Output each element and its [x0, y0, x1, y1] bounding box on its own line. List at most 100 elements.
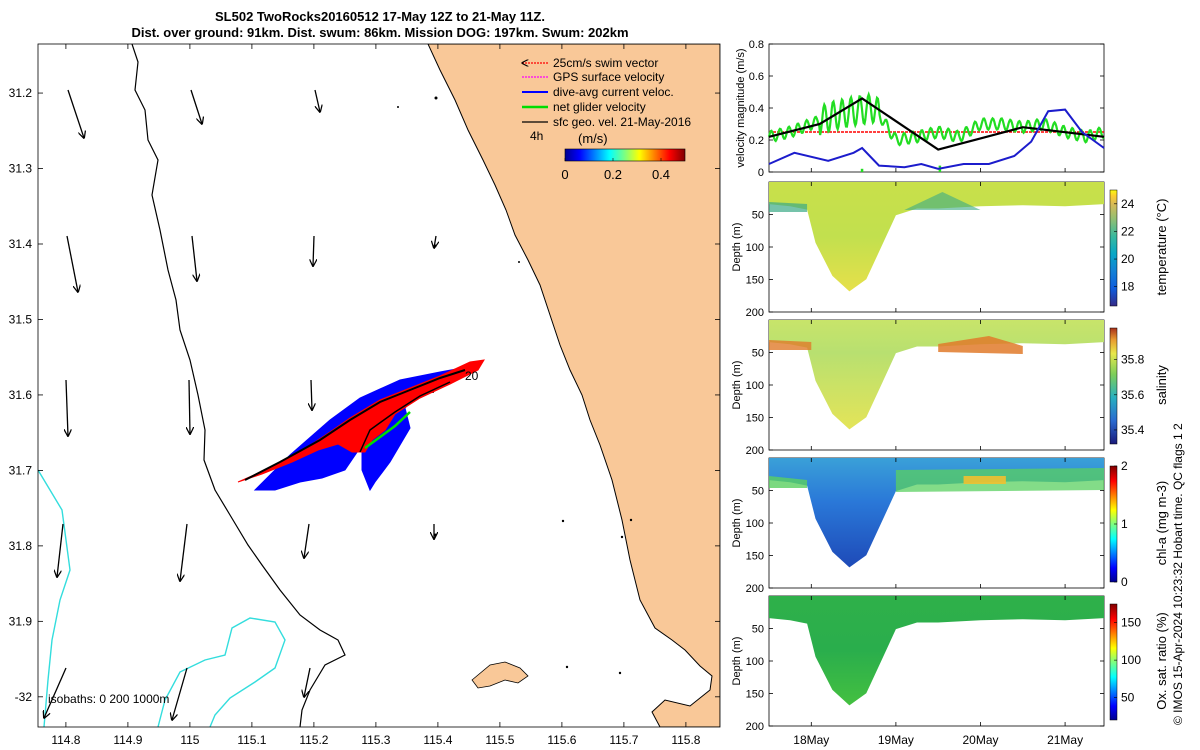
- salinity-colorbar-label: salinity: [1154, 365, 1169, 405]
- swim-vector-patch: [237, 359, 485, 483]
- map-xtick-label: 115.3: [361, 733, 390, 747]
- svg-text:sfc geo. vel. 21-May-2016: sfc geo. vel. 21-May-2016: [553, 115, 691, 129]
- colorbar-tick-label: 0.4: [652, 167, 670, 182]
- map-ytick-label: -32: [15, 690, 33, 704]
- oxygen-colorbar: [1109, 603, 1118, 721]
- island: [471, 661, 529, 689]
- temperature-section-panel: 50 100 150 200 Depth (m) 18 20 22 24 temperature …: [731, 181, 1169, 319]
- sfc-velocity-arrow: [172, 667, 188, 720]
- velocity-ytick-label: 0.8: [749, 39, 764, 51]
- map-ytick-label: 31.4: [9, 237, 33, 251]
- marker-20: 20: [465, 369, 479, 383]
- salinity-colorbar-tick-label: 35.6: [1121, 388, 1145, 402]
- sfc-velocity-arrow: [304, 667, 311, 697]
- chlorophyll-ytick-label: 50: [752, 486, 764, 498]
- sfc-velocity-arrow: [311, 379, 312, 410]
- sfc-velocity-arrow: [190, 89, 202, 124]
- salinity-colorbar: [1109, 327, 1118, 445]
- svg-text:net glider velocity: net glider velocity: [553, 100, 646, 114]
- sfc-velocity-arrow: [57, 523, 64, 577]
- map-xtick-label: 115.2: [299, 733, 328, 747]
- oxygen-ylabel: Depth (m): [731, 637, 743, 686]
- velocity-ytick-label: 0: [758, 167, 764, 179]
- svg-text:dive-avg current veloc.: dive-avg current veloc.: [553, 85, 674, 99]
- map-xtick-label: 114.9: [113, 733, 142, 747]
- map-xtick-label: 115.4: [423, 733, 452, 747]
- legend-entry-sfc-geo-velocity: sfc geo. vel. 21-May-2016: [522, 115, 691, 129]
- land-area: [427, 44, 720, 727]
- map-xtick-label: 115.8: [671, 733, 700, 747]
- salinity-ytick-label: 200: [746, 445, 764, 457]
- sfc-velocity-arrow: [189, 379, 190, 434]
- temperature-field: [769, 182, 1104, 292]
- colorbar-title: (m/s): [578, 131, 608, 146]
- sfc-velocity-arrow: [66, 379, 68, 436]
- salinity-ylabel: Depth (m): [731, 361, 743, 410]
- dive-avg-current-series: [768, 108, 1105, 170]
- velocity-ytick-label: 0.6: [749, 71, 764, 83]
- temperature-cool-band: [904, 192, 981, 210]
- sfc-velocity-arrow: [313, 235, 314, 266]
- map-ytick-label: 31.2: [9, 86, 33, 100]
- map-xtick-label: 114.8: [51, 733, 80, 747]
- temperature-colorbar: [1109, 189, 1118, 307]
- salinity-ytick-label: 50: [752, 348, 764, 360]
- oxygen-ytick-label: 150: [746, 689, 764, 701]
- chlorophyll-colorbar-tick-label: 2: [1121, 459, 1128, 473]
- oxygen-colorbar-tick-label: 150: [1121, 616, 1141, 630]
- oxygen-ytick-label: 100: [746, 656, 764, 668]
- salinity-field: [769, 320, 1104, 430]
- time-tick-label: 18May: [793, 733, 829, 747]
- temperature-ytick-label: 50: [752, 210, 764, 222]
- chlorophyll-colorbar-tick-label: 1: [1121, 517, 1128, 531]
- sfc-velocity-arrow: [44, 667, 67, 718]
- salinity-section-panel: 50 100 150 200 Depth (m) 35.4 35.6 35.8 salinity: [731, 319, 1169, 457]
- colorbar-tick-label: 0: [561, 167, 568, 182]
- map-xtick-label: 115.1: [237, 733, 266, 747]
- map-ytick-label: 31.9: [9, 614, 33, 628]
- map-ytick-label: 31.8: [9, 539, 33, 553]
- temperature-ytick-label: 100: [746, 242, 764, 254]
- temperature-ylabel: Depth (m): [731, 223, 743, 272]
- temperature-cool-band: [769, 202, 808, 212]
- velocity-ytick-label: 0.2: [749, 135, 764, 147]
- chlorophyll-colorbar-label: chl-a (mg m-3): [1154, 481, 1169, 566]
- isobath-legend: isobaths: 0 200 1000m: [48, 692, 169, 706]
- map-ytick-label: 31.6: [9, 388, 33, 402]
- temperature-colorbar-tick-label: 24: [1121, 197, 1135, 211]
- temperature-colorbar-tick-label: 18: [1121, 280, 1135, 294]
- chart-title: SL502 TwoRocks20160512 17-May 12Z to 21-…: [215, 9, 545, 24]
- legend-entry-swim-vector: 25cm/s swim vector: [522, 56, 658, 70]
- oxygen-colorbar-label: Ox. sat. ratio (%): [1154, 612, 1169, 710]
- svg-text:25cm/s swim vector: 25cm/s swim vector: [553, 56, 658, 70]
- map-xtick-label: 115.6: [547, 733, 576, 747]
- temperature-ytick-label: 200: [746, 307, 764, 319]
- time-tick-label: 19May: [878, 733, 914, 747]
- credit-text: © IMOS 15-Apr-2024 10:23:32 Hobart time.…: [1171, 423, 1185, 725]
- salinity-ytick-label: 100: [746, 380, 764, 392]
- glider-track-line: [244, 369, 466, 481]
- salinity-ytick-label: 150: [746, 413, 764, 425]
- map-xtick-label: 115: [180, 733, 199, 747]
- net-glider-velocity-series: [767, 91, 1105, 147]
- map-ytick-label: 31.7: [9, 463, 33, 477]
- velocity-ytick-label: 0.4: [749, 103, 764, 115]
- chlorophyll-ylabel: Depth (m): [731, 499, 743, 548]
- temperature-ytick-label: 150: [746, 275, 764, 287]
- oxygen-ytick-label: 200: [746, 721, 764, 733]
- isobath-1000m: [38, 469, 71, 727]
- velocity-colorbar: 0 0.2 0.4: [561, 148, 686, 182]
- chlorophyll-field: [769, 458, 1104, 568]
- sfc-velocity-arrow: [304, 523, 310, 558]
- net-glider-velocity-track: [364, 411, 411, 450]
- salinity-colorbar-tick-label: 35.8: [1121, 353, 1145, 367]
- chlorophyll-ytick-label: 200: [746, 583, 764, 595]
- isobath-200m: [131, 44, 346, 727]
- sfc-geo-velocity-series: [768, 97, 1105, 151]
- temperature-colorbar-label: temperature (°C): [1154, 199, 1169, 296]
- chlorophyll-ytick-label: 100: [746, 518, 764, 530]
- glider-track-line-2: [359, 381, 451, 453]
- salinity-colorbar-tick-label: 35.4: [1121, 423, 1145, 437]
- temperature-colorbar-tick-label: 22: [1121, 224, 1135, 238]
